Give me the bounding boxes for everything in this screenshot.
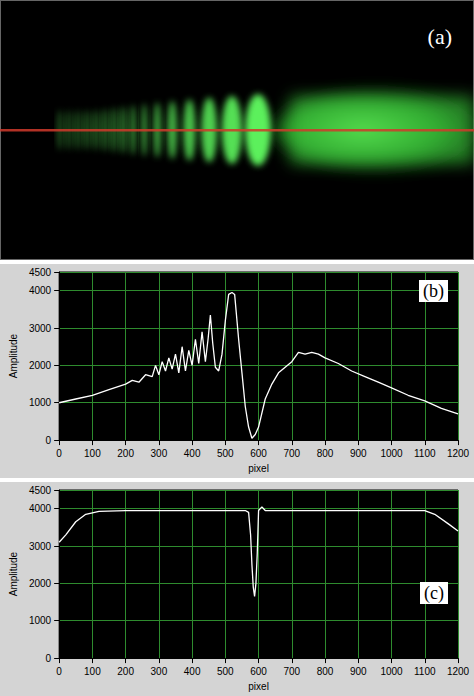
svg-text:400: 400 [184,666,201,677]
svg-text:900: 900 [350,666,367,677]
svg-text:1100: 1100 [414,666,436,677]
svg-text:1100: 1100 [414,448,436,459]
svg-text:4000: 4000 [29,285,52,296]
svg-text:0: 0 [46,435,52,446]
svg-text:300: 300 [151,448,168,459]
svg-text:pixel: pixel [248,681,269,692]
svg-text:1200: 1200 [447,448,470,459]
svg-text:4000: 4000 [29,503,52,514]
svg-text:3000: 3000 [29,323,52,334]
svg-text:600: 600 [250,666,267,677]
svg-text:0: 0 [46,653,52,664]
svg-text:1000: 1000 [29,615,52,626]
svg-text:700: 700 [283,666,300,677]
svg-text:100: 100 [84,448,101,459]
svg-text:2000: 2000 [29,578,52,589]
svg-text:Amplitude: Amplitude [8,551,19,596]
svg-text:1000: 1000 [29,397,52,408]
svg-text:4500: 4500 [29,485,52,496]
svg-text:900: 900 [350,448,367,459]
svg-text:200: 200 [117,666,134,677]
svg-text:(c): (c) [424,583,444,604]
svg-text:pixel: pixel [248,463,269,474]
svg-text:1200: 1200 [447,666,470,677]
svg-text:100: 100 [84,666,101,677]
svg-text:1000: 1000 [380,448,403,459]
svg-text:(a): (a) [428,24,452,49]
svg-text:300: 300 [151,666,168,677]
svg-text:3000: 3000 [29,541,52,552]
svg-text:500: 500 [217,448,234,459]
svg-text:500: 500 [217,666,234,677]
svg-text:0: 0 [56,448,62,459]
svg-text:2000: 2000 [29,360,52,371]
svg-text:Amplitude: Amplitude [8,333,19,378]
svg-text:800: 800 [317,666,334,677]
svg-text:1000: 1000 [380,666,403,677]
svg-text:700: 700 [283,448,300,459]
svg-text:600: 600 [250,448,267,459]
svg-text:0: 0 [56,666,62,677]
svg-text:800: 800 [317,448,334,459]
svg-text:200: 200 [117,448,134,459]
svg-text:4500: 4500 [29,267,52,278]
svg-text:(b): (b) [423,281,444,302]
svg-text:400: 400 [184,448,201,459]
